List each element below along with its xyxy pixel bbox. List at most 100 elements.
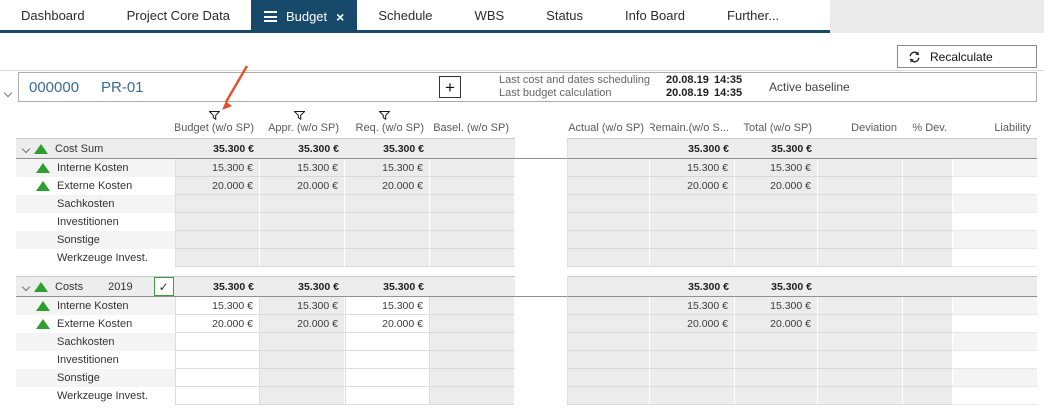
cell-liability [953, 297, 1037, 315]
row-label-cell[interactable]: Interne Kosten [16, 159, 175, 177]
cell-req[interactable] [345, 333, 430, 351]
col-header-total[interactable]: Total (w/o SP) [735, 105, 818, 138]
row-label-cell[interactable]: Werkzeuge Invest. [16, 387, 175, 405]
trend-up-icon [36, 163, 57, 173]
col-header-deviation[interactable]: Deviation [818, 105, 903, 138]
cell-req[interactable] [345, 387, 430, 405]
col-header-label: Remain.(w/o S... [650, 122, 729, 134]
tab-status[interactable]: Status [525, 0, 604, 30]
cost-table: Budget (w/o SP) Appr. (w/o SP) Req. (w/o… [16, 105, 1037, 405]
col-header-appr[interactable]: Appr. (w/o SP) [260, 105, 345, 138]
col-header-basel[interactable]: Basel. (w/o SP) [430, 105, 515, 138]
col-header-liability[interactable]: Liability [953, 105, 1037, 138]
filter-icon[interactable] [209, 111, 220, 120]
cell-budget[interactable]: 15.300 € [175, 297, 260, 315]
col-header-remain[interactable]: Remain.(w/o S... [650, 105, 735, 138]
cell-budget: 35.300 € [175, 276, 260, 297]
last-cost-scheduling-time: 14:35 [714, 74, 743, 86]
cell-total [735, 387, 818, 405]
table-row: Sonstige [16, 231, 1037, 249]
cell-basel [430, 297, 515, 315]
main-navbar: Dashboard Project Core Data Budget × Sch… [0, 0, 1044, 33]
cell-deviation [818, 138, 903, 159]
cell-basel [430, 213, 515, 231]
project-code[interactable]: PR-01 [101, 78, 144, 96]
cell-req[interactable]: 15.300 € [345, 297, 430, 315]
cell-pdev [903, 231, 953, 249]
cell-pdev [903, 249, 953, 267]
row-label-cell[interactable]: Interne Kosten [16, 297, 175, 315]
table-row: Sachkosten [16, 333, 1037, 351]
row-label-cell[interactable]: Sonstige [16, 231, 175, 249]
row-label-cell[interactable]: Investitionen [16, 351, 175, 369]
column-gap [515, 351, 567, 369]
cell-deviation [818, 177, 903, 195]
tab-schedule[interactable]: Schedule [357, 0, 453, 30]
table-row: Investitionen [16, 213, 1037, 231]
row-label-cell[interactable]: Investitionen [16, 213, 175, 231]
trend-up-icon [36, 301, 57, 311]
cell-remain: 35.300 € [650, 138, 735, 159]
cell-total [735, 195, 818, 213]
cell-budget[interactable] [175, 387, 260, 405]
tab-label: Project Core Data [126, 7, 230, 23]
chevron-down-icon[interactable] [18, 282, 34, 291]
project-id[interactable]: 000000 [29, 78, 80, 96]
close-icon[interactable]: × [336, 8, 345, 25]
row-label-cell[interactable]: Sachkosten [16, 333, 175, 351]
cell-budget[interactable]: 20.000 € [175, 315, 260, 333]
filter-icon[interactable] [294, 111, 305, 120]
col-header-budget[interactable]: Budget (w/o SP) [175, 105, 260, 138]
group-title-cell[interactable]: Cost Sum [16, 138, 175, 159]
row-label-cell[interactable]: Externe Kosten [16, 315, 175, 333]
cell-budget[interactable] [175, 369, 260, 387]
year-checkbox[interactable]: ✓ [153, 277, 174, 296]
cell-total [735, 231, 818, 249]
cell-pdev [903, 177, 953, 195]
cell-basel [430, 351, 515, 369]
tab-project-core-data[interactable]: Project Core Data [106, 0, 251, 30]
add-button[interactable]: + [439, 76, 461, 98]
cell-budget[interactable] [175, 351, 260, 369]
row-label-cell[interactable]: Externe Kosten [16, 177, 175, 195]
column-gap [515, 213, 567, 231]
project-collapse-chevron-icon[interactable] [3, 83, 13, 101]
col-header-actual[interactable]: Actual (w/o SP) [567, 105, 650, 138]
cell-req[interactable] [345, 369, 430, 387]
last-budget-calculation-label: Last budget calculation [499, 87, 612, 99]
filter-icon[interactable] [379, 111, 390, 120]
cell-pdev [903, 297, 953, 315]
cell-remain [650, 369, 735, 387]
row-label: Interne Kosten [57, 162, 129, 174]
col-header-pdev[interactable]: % Dev. [903, 105, 953, 138]
cell-appr [260, 333, 345, 351]
row-label-cell[interactable]: Sachkosten [16, 195, 175, 213]
cell-req[interactable] [345, 351, 430, 369]
row-label-cell[interactable]: Sonstige [16, 369, 175, 387]
tab-info-board[interactable]: Info Board [604, 0, 706, 30]
row-label-cell[interactable]: Werkzeuge Invest. [16, 249, 175, 267]
cell-actual [567, 213, 650, 231]
cell-budget[interactable] [175, 333, 260, 351]
tab-dashboard[interactable]: Dashboard [0, 0, 106, 30]
cell-actual [567, 195, 650, 213]
col-header-label: Liability [994, 122, 1031, 134]
column-gap [515, 138, 567, 159]
col-header-label: Basel. (w/o SP) [433, 122, 509, 134]
table-row: Externe Kosten 20.000 €20.000 €20.000 €20… [16, 315, 1037, 333]
cell-remain: 15.300 € [650, 297, 735, 315]
tab-further[interactable]: Further... [706, 0, 800, 30]
chevron-down-icon[interactable] [18, 144, 34, 153]
col-header-label: % Dev. [912, 122, 947, 134]
cell-req[interactable]: 20.000 € [345, 315, 430, 333]
recalculate-button[interactable]: Recalculate [897, 45, 1037, 68]
cell-total [735, 351, 818, 369]
group-title-cell[interactable]: Costs 2019 ✓ [16, 276, 175, 297]
tab-budget[interactable]: Budget × [250, 0, 358, 33]
column-gap [515, 177, 567, 195]
cell-remain [650, 195, 735, 213]
cell-actual [567, 249, 650, 267]
hamburger-icon[interactable] [263, 11, 277, 22]
col-header-req[interactable]: Req. (w/o SP) [345, 105, 430, 138]
tab-wbs[interactable]: WBS [454, 0, 526, 30]
